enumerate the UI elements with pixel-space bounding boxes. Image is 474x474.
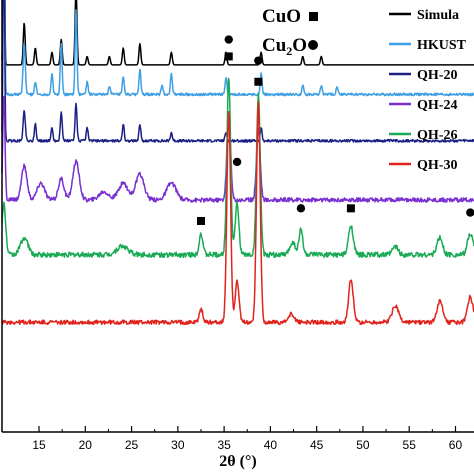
series-line-qh-26 — [1, 77, 474, 259]
phase-legend-cu2o-label: Cu2O — [262, 35, 307, 58]
series-lines — [1, 0, 474, 326]
cu2o-marker — [232, 157, 242, 167]
x-tick-label: 20 — [79, 438, 93, 452]
legend-label-hkust: HKUST — [417, 38, 467, 53]
series-line-qh-20 — [1, 0, 474, 143]
x-tick-label: 30 — [171, 438, 185, 452]
x-tick-label: 60 — [449, 438, 463, 452]
phase-legend-cuo-label: CuO — [262, 6, 301, 27]
legend-label-qh-20: QH-20 — [417, 68, 457, 83]
cu2o-marker — [296, 204, 306, 213]
series-line-qh-30 — [1, 100, 474, 326]
x-tick-label: 25 — [125, 438, 139, 452]
phase-legend-cu2o-sub: 2 — [286, 44, 292, 58]
x-tick-label: 50 — [356, 438, 370, 452]
phase-legend-cu2o-circle — [308, 40, 318, 50]
cu2o-marker — [466, 208, 474, 217]
phase-legend-cu2o-cu: Cu — [262, 35, 287, 56]
cuo-marker — [196, 217, 205, 225]
x-tick-label: 15 — [32, 438, 46, 452]
cu2o-marker — [224, 35, 233, 44]
series-legend: Simula HKUST QH-20 QH-24 QH-26 QH-30 — [389, 8, 467, 173]
legend-label-qh-24: QH-24 — [417, 98, 457, 113]
x-tick-label: 40 — [264, 438, 278, 452]
cu2o-marker — [254, 56, 263, 65]
legend-label-qh-30: QH-30 — [417, 158, 457, 173]
series-line-hkust — [1, 0, 474, 97]
x-tick-label: 55 — [403, 438, 417, 452]
cuo-marker — [254, 77, 263, 86]
cuo-marker — [346, 204, 355, 213]
x-tick-label: 45 — [310, 438, 324, 452]
cuo-marker — [224, 52, 233, 61]
x-tick-label: 35 — [217, 438, 231, 452]
legend-label-simula: Simula — [417, 8, 459, 23]
phase-legend-cu2o-o: O — [292, 35, 307, 56]
phase-markers — [196, 35, 474, 225]
series-line-qh-24 — [1, 95, 474, 203]
series-line-simula — [1, 0, 474, 66]
phase-legend-cuo-square — [309, 12, 318, 21]
x-axis-title: 2θ (°) — [219, 453, 256, 470]
legend-label-qh-26: QH-26 — [417, 128, 457, 143]
x-axis-ticks: 15 20 25 30 35 40 45 50 55 60 — [32, 426, 462, 452]
phase-legend: CuO Cu2O — [262, 6, 318, 58]
